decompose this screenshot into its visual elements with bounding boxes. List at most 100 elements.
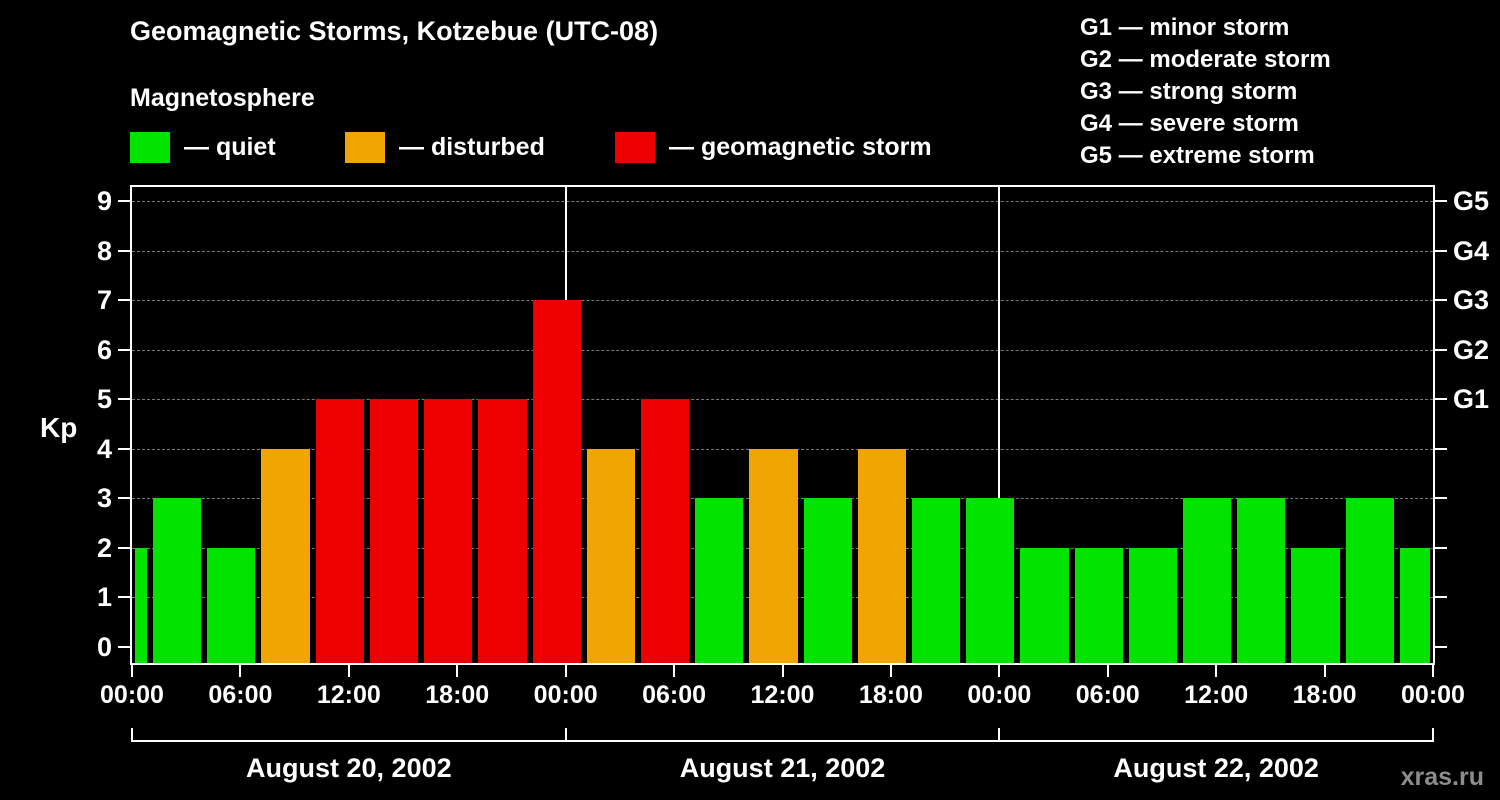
legend-swatch-disturbed: [345, 132, 385, 163]
y-axis-tick-right: [1435, 249, 1447, 252]
date-axis-tick: [998, 728, 1001, 742]
x-axis-tick: [1215, 665, 1218, 677]
kp-bar: [478, 399, 527, 663]
y-axis-tick: [118, 348, 130, 351]
x-axis-tick: [1106, 665, 1109, 677]
x-axis-tick: [131, 665, 133, 677]
y-axis-tick-right: [1435, 200, 1447, 202]
g-scale-legend: G1 — minor storm G2 — moderate storm G3 …: [1080, 12, 1331, 172]
y-axis-tick-right: [1435, 299, 1447, 302]
y-axis-label: 9: [96, 186, 112, 216]
date-axis-tick: [564, 728, 567, 742]
x-axis-label: 06:00: [642, 681, 707, 709]
y-axis-tick: [118, 398, 130, 401]
legend-label-disturbed: — disturbed: [399, 133, 545, 161]
date-label: August 21, 2002: [679, 753, 886, 783]
y-axis-tick-right: [1435, 348, 1447, 351]
kp-bar: [803, 498, 852, 663]
y-axis-tick-right: [1435, 646, 1447, 648]
g-scale-axis-label: G5: [1453, 186, 1490, 216]
x-axis-tick: [1323, 665, 1326, 677]
y-axis-label: 8: [96, 235, 112, 266]
kp-bar: [966, 498, 1015, 663]
kp-bar: [695, 498, 744, 663]
x-axis-label: 06:00: [208, 681, 273, 709]
kp-bar: [135, 547, 148, 663]
g-scale-axis-label: G3: [1453, 285, 1490, 316]
y-axis-tick: [118, 200, 130, 202]
x-axis-label: 00:00: [533, 681, 598, 709]
legend-swatch-storm: [615, 132, 655, 163]
x-axis-label: 18:00: [1292, 681, 1357, 709]
y-axis-label: 0: [96, 632, 112, 662]
y-axis-tick-right: [1435, 398, 1447, 401]
kp-bar: [1183, 498, 1232, 663]
kp-bar: [1291, 547, 1340, 663]
legend-item-disturbed: — disturbed: [345, 132, 545, 163]
y-axis-tick: [118, 447, 130, 450]
x-axis-tick: [239, 665, 242, 677]
kp-bar: [207, 547, 256, 663]
plot-area: 0 1 2 3 4 5 6 7 8 9 G1 G2 G3 G4 G5 00:00 06:00 12:00 18:00…: [97, 185, 1489, 783]
x-axis-tick: [998, 665, 1001, 677]
legend-item-quiet: — quiet: [130, 132, 276, 163]
watermark: xras.ru: [1400, 763, 1484, 791]
g-scale-axis-label: G2: [1453, 334, 1490, 365]
x-axis-tick: [1432, 665, 1434, 677]
y-axis-tick: [118, 249, 130, 252]
kp-bar: [911, 498, 961, 663]
x-axis-label: 00:00: [100, 681, 164, 709]
y-axis-tick-right: [1435, 546, 1447, 549]
y-axis-tick: [118, 299, 130, 302]
gridline: [132, 300, 1433, 302]
y-axis-label: 2: [96, 532, 112, 563]
x-axis-tick: [347, 665, 350, 677]
date-label: August 22, 2002: [1113, 753, 1319, 783]
x-axis-label: 12:00: [316, 681, 381, 709]
date-label: August 20, 2002: [246, 753, 452, 783]
gridline: [132, 250, 1433, 252]
legend-label-storm: — geomagnetic storm: [669, 133, 932, 161]
y-axis-title: Kp: [40, 412, 78, 443]
y-axis-label: 7: [96, 285, 112, 316]
y-axis-label: 1: [96, 582, 112, 613]
x-axis-tick: [889, 665, 892, 677]
y-axis-tick: [118, 596, 130, 599]
kp-bar: [315, 399, 364, 663]
x-axis-label: 06:00: [1075, 681, 1140, 709]
y-axis-tick-right: [1435, 497, 1447, 500]
gridline: [132, 399, 1433, 401]
x-axis-label: 12:00: [750, 681, 815, 709]
y-axis-tick: [118, 497, 130, 500]
y-axis-tick-right: [1435, 447, 1447, 450]
kp-bar: [1020, 547, 1069, 663]
kp-bar: [1345, 498, 1394, 663]
kp-bar: [640, 399, 690, 663]
kp-bar: [424, 399, 473, 663]
x-axis-label: 18:00: [858, 681, 923, 709]
x-axis-tick: [456, 665, 459, 677]
kp-bar: [532, 300, 581, 663]
y-axis-label: 6: [96, 334, 112, 365]
legend-label-quiet: — quiet: [184, 133, 276, 161]
kp-bar: [261, 448, 310, 663]
date-axis-tick: [1432, 728, 1434, 742]
chart-title: Geomagnetic Storms, Kotzebue (UTC-08): [130, 16, 659, 46]
gridline: [132, 349, 1433, 351]
legend-item-storm: — geomagnetic storm: [615, 132, 932, 163]
kp-bar: [1128, 547, 1178, 663]
day-boundary-line: [998, 187, 1001, 663]
y-axis-tick-right: [1435, 596, 1447, 599]
g-scale-line-g4: G4 — severe storm: [1080, 110, 1299, 137]
chart-subtitle: Magnetosphere: [130, 84, 315, 112]
gridline: [132, 201, 1433, 202]
kp-bar: [153, 498, 202, 663]
x-axis-label: 00:00: [967, 681, 1032, 709]
y-axis-tick: [118, 546, 130, 549]
y-axis-label: 4: [96, 433, 112, 464]
y-axis-tick: [118, 646, 130, 648]
x-axis-label: 18:00: [425, 681, 490, 709]
g-scale-axis-label: G4: [1453, 235, 1490, 266]
g-scale-axis-label: G1: [1453, 384, 1490, 415]
x-axis-tick: [673, 665, 676, 677]
